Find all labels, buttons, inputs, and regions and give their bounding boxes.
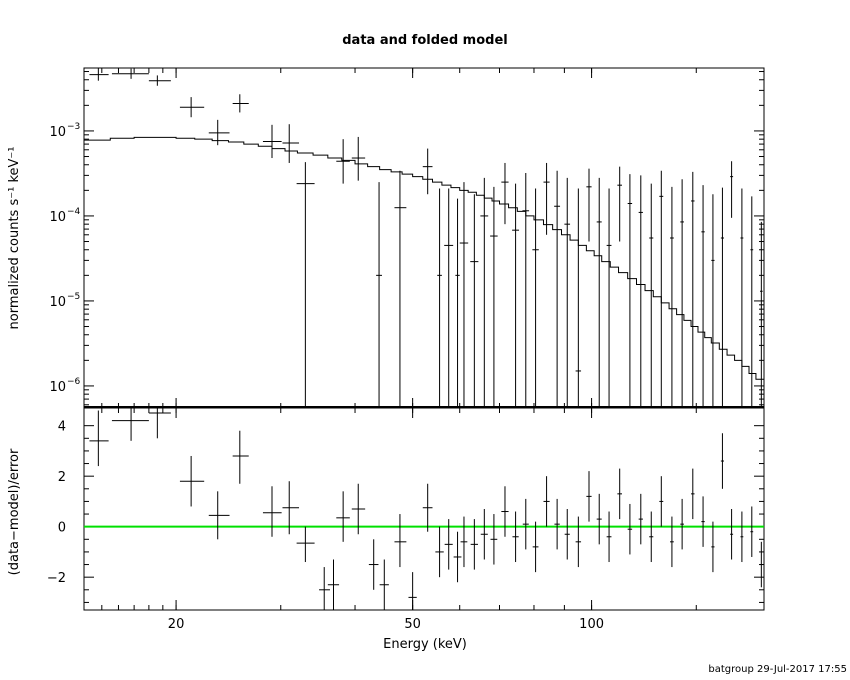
y-tick-exponent: −4 xyxy=(67,207,81,217)
chart-title: data and folded model xyxy=(342,33,508,48)
model-step-line xyxy=(84,136,765,383)
x-tick-label: 20 xyxy=(168,617,185,632)
bottom-y-axis-label: (data−model)/error xyxy=(7,448,22,575)
y-tick-label: 0 xyxy=(58,521,66,536)
y-tick-label: −2 xyxy=(47,571,66,586)
y-tick-label: 4 xyxy=(58,420,66,435)
y-tick-label: 10 xyxy=(49,295,66,310)
y-tick-label: 2 xyxy=(58,470,66,485)
y-tick-label: 10 xyxy=(49,210,66,225)
y-tick-exponent: −6 xyxy=(67,377,81,387)
top-panel: 10−310−410−510−6 xyxy=(49,67,765,409)
x-tick-label: 100 xyxy=(579,617,604,632)
y-tick-exponent: −3 xyxy=(67,122,80,132)
bottom-plot-frame xyxy=(83,407,765,611)
top-y-axis-label: normalized counts s⁻¹ keV⁻¹ xyxy=(7,147,22,330)
footer-stamp: batgroup 29-Jul-2017 17:55 xyxy=(708,664,847,675)
x-tick-label: 50 xyxy=(404,617,421,632)
top-plot-frame xyxy=(83,67,765,409)
x-axis-label: Energy (keV) xyxy=(383,637,467,652)
y-tick-label: 10 xyxy=(49,380,66,395)
y-tick-label: 10 xyxy=(49,125,66,140)
y-tick-exponent: −5 xyxy=(67,292,80,302)
